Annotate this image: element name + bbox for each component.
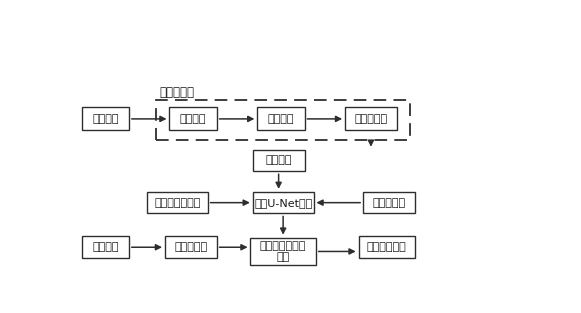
Bar: [147, 192, 208, 213]
Bar: [363, 192, 415, 213]
Text: 标准化处理: 标准化处理: [354, 114, 388, 124]
Text: 数据预处理: 数据预处理: [159, 86, 194, 99]
Text: 注意力机制: 注意力机制: [372, 198, 406, 208]
Bar: [257, 107, 304, 130]
Bar: [250, 238, 316, 265]
Bar: [253, 150, 304, 171]
Bar: [81, 107, 129, 130]
Text: 数据增强: 数据增强: [180, 114, 206, 124]
Bar: [81, 236, 129, 258]
Text: 蜂窝肺智能分割
模型: 蜂窝肺智能分割 模型: [260, 241, 306, 262]
Text: 数据标注: 数据标注: [266, 156, 292, 166]
Text: 数据扩增: 数据扩增: [268, 114, 294, 124]
Bar: [345, 107, 397, 130]
Bar: [156, 100, 410, 140]
Bar: [170, 107, 217, 130]
Text: 基础U-Net模型: 基础U-Net模型: [254, 198, 312, 208]
Text: 预测分割结果: 预测分割结果: [367, 242, 407, 252]
Text: 原始数据: 原始数据: [92, 114, 119, 124]
Bar: [253, 192, 314, 213]
Text: 划分注意力模块: 划分注意力模块: [154, 198, 200, 208]
Bar: [358, 236, 415, 258]
Bar: [165, 236, 217, 258]
Text: 输入图像: 输入图像: [92, 242, 119, 252]
Text: 标准化处理: 标准化处理: [174, 242, 207, 252]
